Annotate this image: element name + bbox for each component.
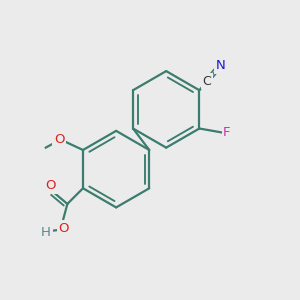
Text: O: O	[58, 222, 69, 235]
Text: F: F	[223, 126, 231, 139]
Text: H: H	[41, 226, 51, 239]
Text: O: O	[54, 133, 64, 146]
Text: C: C	[202, 75, 211, 88]
Text: N: N	[216, 59, 226, 72]
Text: O: O	[45, 179, 56, 192]
